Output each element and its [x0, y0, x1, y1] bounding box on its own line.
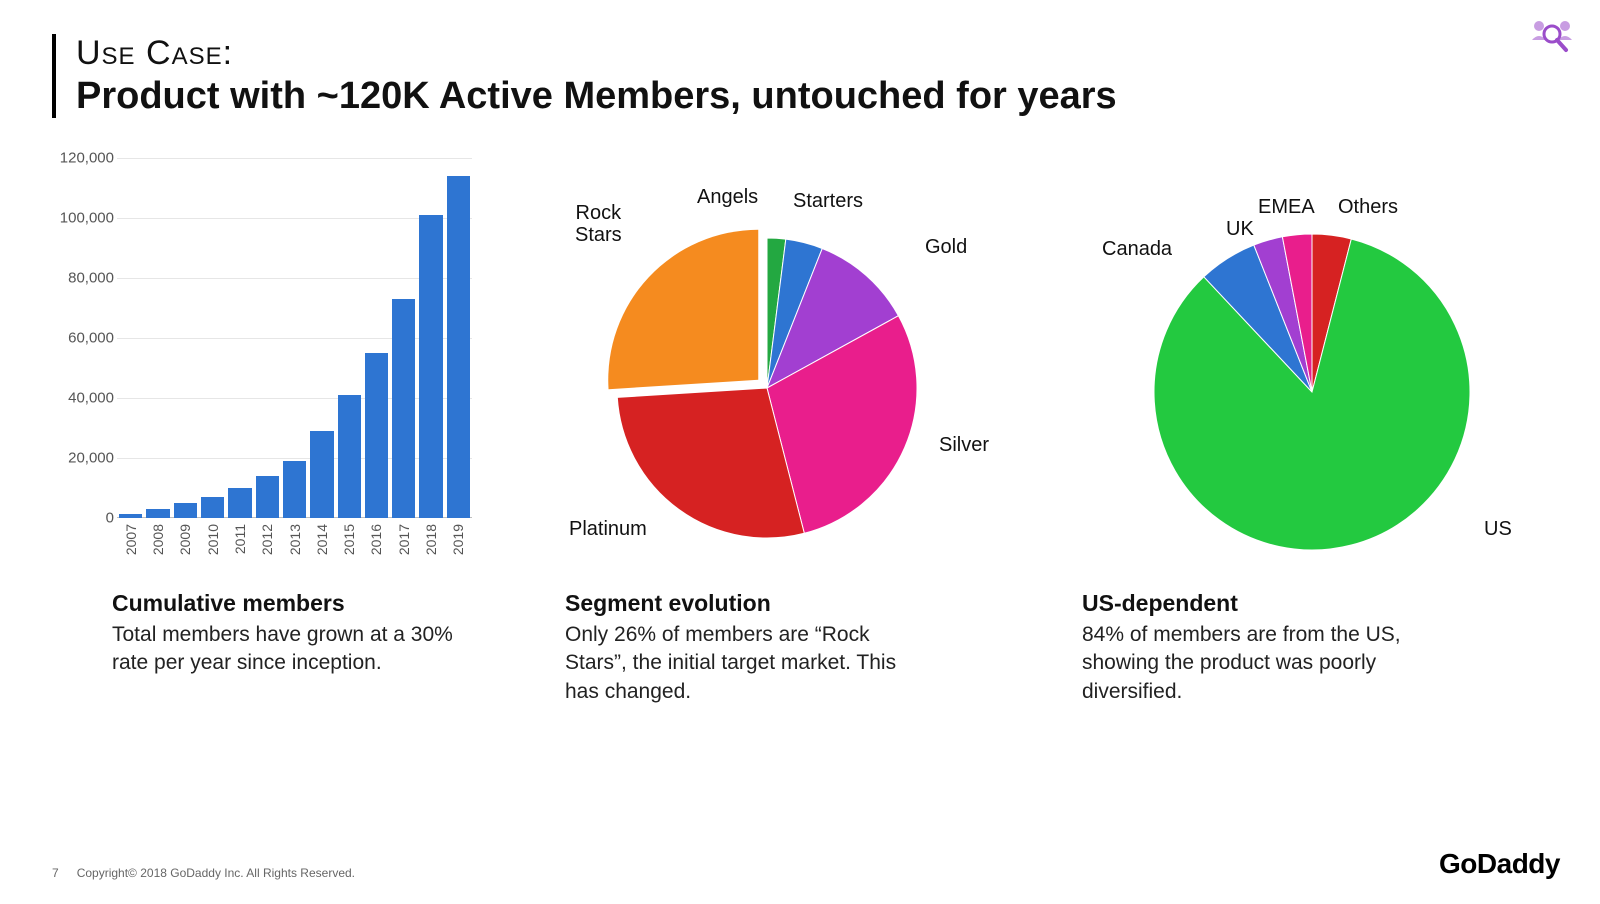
- x-axis-label: 2009: [172, 520, 199, 578]
- x-axis-label: 2015: [336, 520, 363, 578]
- pie-label: Platinum: [569, 518, 647, 540]
- x-axis-label: 2007: [117, 520, 144, 578]
- y-axis-label: 20,000: [68, 450, 114, 467]
- bar: [119, 514, 142, 519]
- x-axis-label: 2014: [308, 520, 335, 578]
- x-axis-label: 2018: [417, 520, 444, 578]
- bar-caption-title: Cumulative members: [112, 590, 482, 617]
- bar: [146, 509, 169, 518]
- pie-label: EMEA: [1258, 196, 1315, 218]
- pie-label: RockStars: [575, 202, 622, 246]
- page-number: 7: [52, 866, 59, 880]
- bar: [447, 176, 470, 518]
- slide-header: Use Case: Product with ~120K Active Memb…: [0, 0, 1600, 118]
- pie-label: Gold: [925, 236, 967, 258]
- bar: [365, 353, 388, 518]
- geo-caption-title: US-dependent: [1082, 590, 1482, 617]
- pie-label: UK: [1226, 218, 1254, 240]
- x-axis-label: 2012: [254, 520, 281, 578]
- brand-logo: GoDaddy: [1439, 848, 1560, 880]
- y-axis-label: 60,000: [68, 330, 114, 347]
- title-line-2: Product with ~120K Active Members, untou…: [76, 75, 1600, 118]
- pie-label: US: [1484, 518, 1512, 540]
- y-axis-label: 80,000: [68, 270, 114, 287]
- pie-label: Canada: [1102, 238, 1172, 260]
- geo-caption-body: 84% of members are from the US, showing …: [1082, 621, 1482, 706]
- pie-label: Angels: [697, 186, 758, 208]
- bar: [256, 476, 279, 518]
- y-axis-label: 100,000: [60, 210, 114, 227]
- pie-label: Starters: [793, 190, 863, 212]
- bar: [228, 488, 251, 518]
- x-axis-label: 2019: [445, 520, 472, 578]
- pie-label: Others: [1338, 196, 1398, 218]
- x-axis-label: 2017: [390, 520, 417, 578]
- y-axis-label: 40,000: [68, 390, 114, 407]
- y-axis-label: 0: [106, 510, 114, 527]
- x-axis-label: 2016: [363, 520, 390, 578]
- bar-caption-body: Total members have grown at a 30% rate p…: [112, 621, 482, 678]
- bar: [310, 431, 333, 518]
- y-axis-label: 120,000: [60, 150, 114, 167]
- geo-pie-column: Others US Canada UKEMEA US-dependent 84% of…: [1032, 148, 1542, 706]
- bar: [392, 299, 415, 518]
- x-axis-label: 2011: [226, 520, 253, 578]
- segment-pie-chart: RockStars Angels Starters Gold Silver Platinu…: [507, 148, 1007, 578]
- title-line-1: Use Case:: [76, 34, 1600, 73]
- x-axis-label: 2008: [144, 520, 171, 578]
- bar: [283, 461, 306, 518]
- segment-caption-body: Only 26% of members are “Rock Stars”, th…: [565, 621, 927, 706]
- geo-pie-chart: Others US Canada UKEMEA: [1032, 148, 1542, 578]
- x-axis-label: 2013: [281, 520, 308, 578]
- copyright-text: Copyright© 2018 GoDaddy Inc. All Rights …: [77, 866, 355, 880]
- corner-research-icon: [1526, 12, 1578, 69]
- bar: [201, 497, 224, 518]
- bar-chart: 0 20,000 40,000 60,000 80,000 100,000 120,000 2…: [42, 148, 482, 578]
- bar: [419, 215, 442, 518]
- pie-label: Silver: [939, 434, 989, 456]
- segment-caption-title: Segment evolution: [565, 590, 927, 617]
- x-axis-label: 2010: [199, 520, 226, 578]
- segment-pie-column: RockStars Angels Starters Gold Silver Platinu…: [507, 148, 1007, 706]
- bar-chart-column: 0 20,000 40,000 60,000 80,000 100,000 120,000 2…: [42, 148, 482, 706]
- slide-footer: 7 Copyright© 2018 GoDaddy Inc. All Right…: [52, 848, 1560, 880]
- bar: [174, 503, 197, 518]
- pie-slice: [608, 230, 758, 389]
- bar: [338, 395, 361, 518]
